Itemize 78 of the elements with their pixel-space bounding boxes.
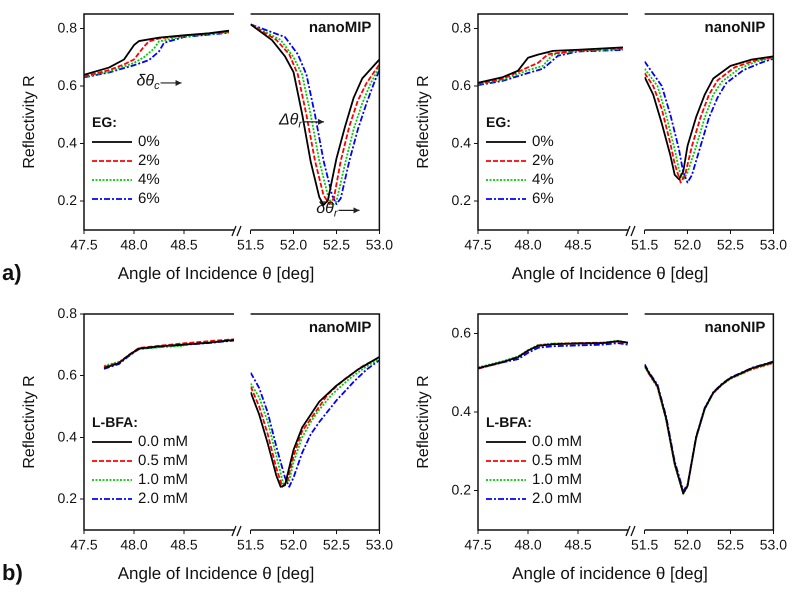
legend-label: 0.0 mM <box>138 433 188 450</box>
legend-title: EG: <box>92 114 117 130</box>
annotation: nanoNIP <box>704 319 766 336</box>
x-axis-title: Angle of incidence θ [deg] <box>511 564 709 584</box>
x-tick-label: 53.0 <box>366 536 394 552</box>
legend-label: 2% <box>138 152 160 170</box>
y-axis-title: Reflectivity R <box>21 75 38 169</box>
y-tick-label: 0.2 <box>58 192 78 208</box>
legend-label: 6% <box>138 190 160 208</box>
y-axis-title: Reflectivity R <box>21 375 38 469</box>
legend-label: 2.0 mM <box>138 490 188 508</box>
annotation: nanoMIP <box>308 19 372 36</box>
x-tick-label: 51.5 <box>237 536 264 552</box>
legend-label: 0.5 mM <box>138 452 188 470</box>
x-tick-label: 47.5 <box>464 536 492 552</box>
y-tick-label: 0.4 <box>58 428 78 444</box>
legend-label: 4% <box>532 171 554 188</box>
x-axis-title: Angle of Incidence θ [deg] <box>510 264 710 284</box>
x-axis-title: Angle of Incidence θ [deg] <box>118 264 314 283</box>
legend-label: 1.0 mM <box>532 471 582 488</box>
x-tick-label: 52.5 <box>322 236 350 252</box>
x-tick-label: 48.5 <box>170 536 198 552</box>
x-tick-label: 51.5 <box>631 536 658 552</box>
y-tick-label: 0.2 <box>452 482 472 498</box>
x-tick-label: 47.5 <box>464 236 492 252</box>
x-tick-label: 52.5 <box>716 236 744 252</box>
legend-label: 2% <box>532 152 554 170</box>
y-tick-label: 0.2 <box>58 490 78 506</box>
x-tick-label: 53.0 <box>366 236 394 252</box>
x-tick-label: 52.0 <box>280 236 308 252</box>
x-tick-label: 48.0 <box>514 536 542 552</box>
legend-label: 1.0 mM <box>138 471 188 488</box>
legend-label: 0.5 mM <box>532 452 582 470</box>
legend-label: 6% <box>532 190 554 208</box>
y-tick-label: 0.2 <box>452 192 472 208</box>
legend-label: 0.0 mM <box>532 433 582 450</box>
y-tick-label: 0.8 <box>58 19 78 36</box>
x-tick-label: 52.5 <box>716 536 744 552</box>
x-tick-label: 52.5 <box>322 536 350 552</box>
y-tick-label: 0.4 <box>452 134 472 150</box>
x-tick-label: 52.0 <box>674 236 702 252</box>
text: a) <box>2 260 22 286</box>
x-tick-label: 47.5 <box>70 536 98 552</box>
legend-label: 0% <box>532 133 554 150</box>
annotation: nanoNIP <box>704 19 766 36</box>
legend-title: L-BFA: <box>92 414 138 430</box>
x-tick-label: 52.0 <box>674 536 702 552</box>
x-tick-label: 48.0 <box>120 536 148 552</box>
y-tick-label: 0.4 <box>58 134 78 150</box>
y-tick-label: 0.4 <box>452 403 472 420</box>
text: b) <box>2 560 23 586</box>
legend-label: 2.0 mM <box>532 490 582 508</box>
annotation: nanoMIP <box>308 319 372 336</box>
y-axis-title: Reflectivity R <box>415 75 432 169</box>
x-tick-label: 48.0 <box>120 236 148 252</box>
legend-title: EG: <box>486 114 511 130</box>
legend-label: 4% <box>138 171 160 188</box>
y-tick-label: 0.6 <box>58 366 78 383</box>
x-tick-label: 48.5 <box>564 236 592 252</box>
legend-label: 0% <box>138 133 160 150</box>
y-tick-label: 0.8 <box>58 304 78 321</box>
y-axis-title: Reflectivity R <box>415 375 432 469</box>
x-tick-label: 48.5 <box>170 236 198 252</box>
line-series <box>103 344 185 367</box>
legend-title: L-BFA: <box>486 414 532 430</box>
y-tick-label: 0.6 <box>58 76 78 93</box>
x-tick-label: 48.0 <box>514 236 542 252</box>
y-tick-label: 0.6 <box>452 324 472 340</box>
y-tick-label: 0.6 <box>452 76 472 93</box>
x-tick-label: 52.0 <box>280 536 308 552</box>
x-tick-label: 53.0 <box>760 236 788 252</box>
x-tick-label: 48.5 <box>564 536 592 552</box>
x-axis-title: Angle of Incidence θ [deg] <box>118 564 314 583</box>
x-tick-label: 51.5 <box>631 236 658 252</box>
x-tick-label: 51.5 <box>237 236 264 252</box>
y-tick-label: 0.8 <box>452 19 472 36</box>
x-tick-label: 53.0 <box>760 536 788 552</box>
x-tick-label: 47.5 <box>70 236 98 252</box>
